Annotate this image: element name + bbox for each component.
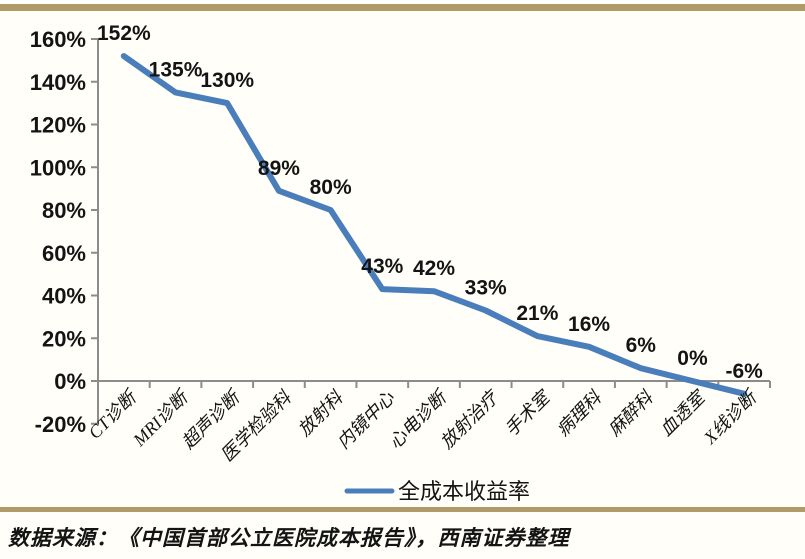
source-note: 数据来源：《中国首部公立医院成本报告》，西南证券整理 — [8, 526, 570, 550]
x-axis-category-label: 手术室 — [501, 386, 555, 440]
line-chart-canvas: 160% 140% 120% 100% 80% 60% 40% 20% 0% -20% 152% 13… — [30, 22, 771, 504]
data-point-label: 152% — [97, 22, 151, 45]
x-axis-category-label: 放射治疗 — [436, 386, 503, 453]
y-axis-tick-label: -20% — [35, 412, 86, 437]
y-axis-tick-label: 40% — [42, 284, 86, 309]
x-axis-category-label: 病理科 — [553, 387, 606, 440]
legend-label: 全成本收益率 — [398, 479, 530, 504]
x-axis-category-label: X线诊断 — [699, 386, 762, 449]
y-axis-tick-label: 100% — [30, 155, 86, 180]
data-point-label: 33% — [465, 276, 507, 299]
data-point-label: 6% — [626, 334, 657, 357]
y-axis-tick-label: 0% — [54, 369, 86, 394]
y-axis-tick-label: 120% — [30, 113, 86, 138]
data-point-label: 89% — [258, 157, 300, 180]
series-line — [120, 53, 748, 397]
y-axis-tick-label: 20% — [42, 326, 86, 351]
data-point-label: -6% — [725, 360, 763, 383]
x-axis-category-label: 麻醉科 — [604, 387, 657, 440]
y-axis-tick-label: 80% — [42, 198, 86, 223]
y-axis-tick-label: 60% — [42, 241, 86, 266]
data-point-label: 135% — [149, 58, 203, 81]
data-point-label: 42% — [413, 257, 455, 280]
data-point-label: 21% — [516, 302, 558, 325]
data-point-label: 16% — [568, 313, 610, 336]
top-divider-rule — [0, 4, 805, 11]
y-axis-tick-label: 140% — [30, 70, 86, 95]
y-axis-tick-label: 160% — [30, 27, 86, 52]
data-point-label: 43% — [361, 255, 403, 278]
data-point-label: 0% — [677, 347, 708, 370]
data-point-label: 80% — [310, 176, 352, 199]
data-point-label: 130% — [200, 69, 254, 92]
bottom-divider-rule — [0, 507, 805, 512]
